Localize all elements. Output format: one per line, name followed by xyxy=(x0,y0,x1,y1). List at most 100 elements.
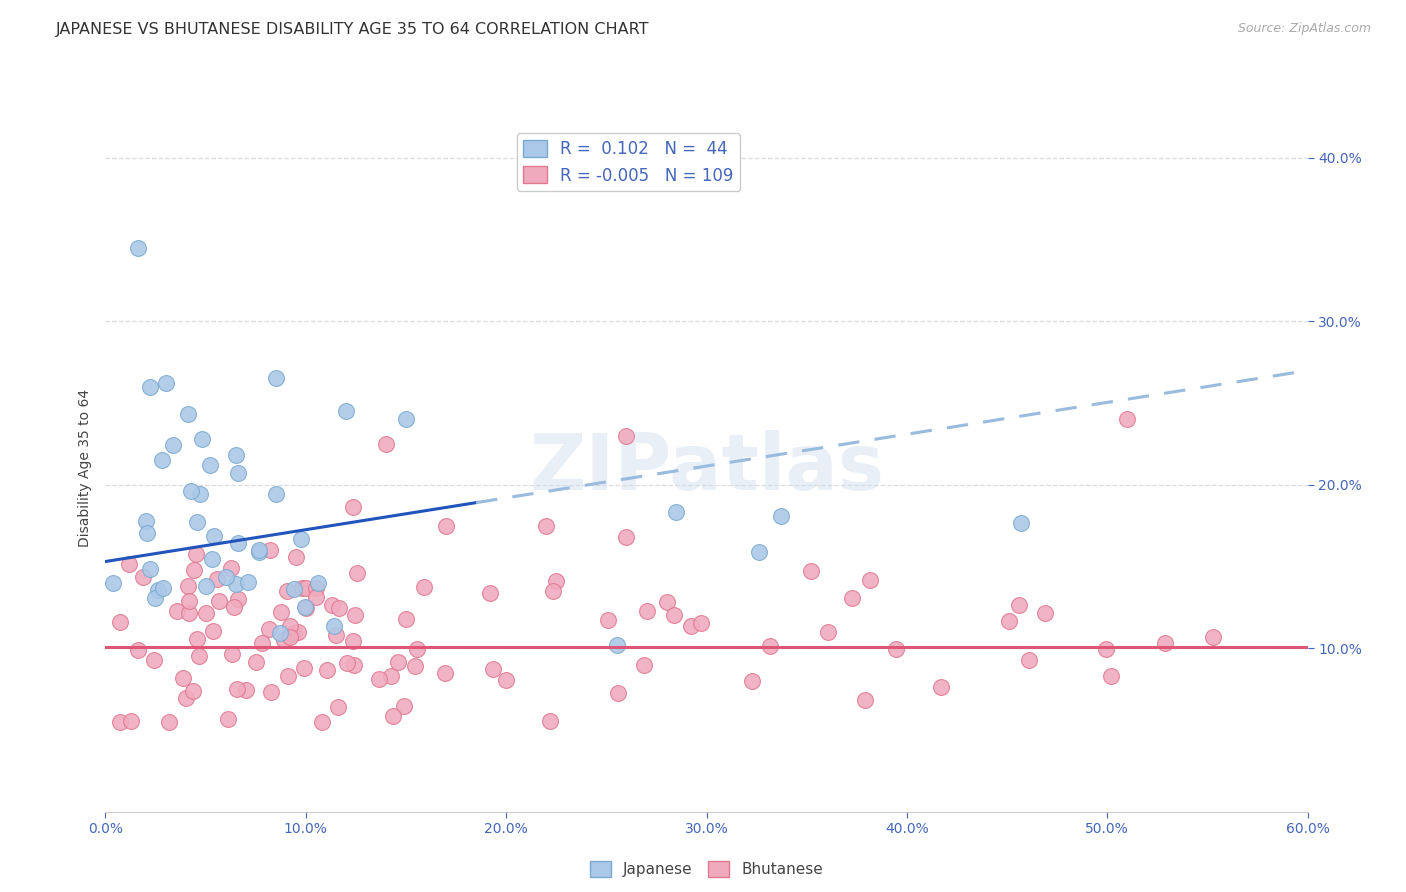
Point xyxy=(596,613,619,627)
Point xyxy=(155,376,177,391)
Point xyxy=(195,606,218,620)
Point xyxy=(929,681,952,695)
Point xyxy=(146,583,169,598)
Point xyxy=(226,682,249,697)
Point xyxy=(606,686,628,700)
Point xyxy=(342,500,364,514)
Point xyxy=(186,632,208,647)
Point xyxy=(817,625,839,640)
Point xyxy=(662,607,685,622)
Point xyxy=(188,487,211,501)
Point xyxy=(606,638,628,652)
Point xyxy=(264,487,287,501)
Point xyxy=(325,628,347,642)
Point xyxy=(283,625,305,640)
Point xyxy=(139,562,162,576)
Point xyxy=(135,514,157,528)
Point xyxy=(277,669,299,683)
Point xyxy=(226,467,249,481)
Point xyxy=(157,714,180,729)
Point xyxy=(208,594,231,608)
Point xyxy=(342,634,364,648)
Point xyxy=(190,432,212,446)
Point xyxy=(538,714,561,728)
Point xyxy=(1010,516,1032,531)
Point xyxy=(292,661,315,675)
Point xyxy=(221,647,243,661)
Point xyxy=(195,579,218,593)
Point xyxy=(187,649,209,664)
Text: Source: ZipAtlas.com: Source: ZipAtlas.com xyxy=(1237,22,1371,36)
Point xyxy=(180,483,202,498)
Point xyxy=(287,625,309,640)
Point xyxy=(264,371,287,385)
Point xyxy=(222,600,245,615)
Point xyxy=(290,533,312,547)
Point xyxy=(166,603,188,617)
Point xyxy=(434,518,457,533)
Point xyxy=(616,530,638,544)
Point xyxy=(1035,607,1057,621)
Point xyxy=(181,684,204,698)
Point xyxy=(884,642,907,657)
Point xyxy=(495,673,517,687)
Point xyxy=(152,581,174,595)
Point xyxy=(434,665,457,680)
Point xyxy=(162,438,184,452)
Point xyxy=(118,557,141,571)
Point xyxy=(127,642,149,657)
Point xyxy=(108,714,131,729)
Point xyxy=(186,547,208,561)
Point xyxy=(307,576,329,591)
Point xyxy=(142,653,165,667)
Point xyxy=(1116,412,1139,426)
Point xyxy=(172,671,194,685)
Point xyxy=(295,581,318,595)
Point xyxy=(395,412,418,426)
Point xyxy=(205,572,228,586)
Point xyxy=(198,458,221,472)
Point xyxy=(741,674,763,689)
Point xyxy=(381,708,404,723)
Point xyxy=(636,604,658,618)
Point xyxy=(1095,642,1118,657)
Point xyxy=(250,636,273,650)
Point xyxy=(257,622,280,636)
Point xyxy=(278,619,301,633)
Point xyxy=(138,379,160,393)
Legend: Japanese, Bhutanese: Japanese, Bhutanese xyxy=(583,855,830,883)
Point xyxy=(665,505,688,519)
Point xyxy=(247,545,270,559)
Text: JAPANESE VS BHUTANESE DISABILITY AGE 35 TO 64 CORRELATION CHART: JAPANESE VS BHUTANESE DISABILITY AGE 35 … xyxy=(56,22,650,37)
Point xyxy=(132,570,155,584)
Point xyxy=(482,663,505,677)
Point xyxy=(322,619,344,633)
Point xyxy=(544,574,567,588)
Point xyxy=(343,658,366,673)
Point xyxy=(294,600,316,615)
Point xyxy=(110,615,132,629)
Point xyxy=(346,566,368,580)
Point xyxy=(478,586,501,600)
Point xyxy=(174,691,197,706)
Point xyxy=(202,624,225,638)
Point xyxy=(328,601,350,615)
Point xyxy=(235,682,257,697)
Point xyxy=(283,582,305,597)
Point xyxy=(748,545,770,559)
Point xyxy=(236,574,259,589)
Point xyxy=(202,529,225,543)
Point xyxy=(841,591,863,606)
Point xyxy=(285,549,308,564)
Point xyxy=(1008,598,1031,612)
Point xyxy=(759,639,782,653)
Y-axis label: Disability Age 35 to 64: Disability Age 35 to 64 xyxy=(79,389,93,548)
Point xyxy=(150,453,173,467)
Point xyxy=(305,590,328,604)
Point xyxy=(259,684,281,698)
Point xyxy=(225,448,247,462)
Point xyxy=(226,536,249,550)
Point xyxy=(1018,653,1040,667)
Point xyxy=(315,663,337,677)
Point xyxy=(336,657,359,671)
